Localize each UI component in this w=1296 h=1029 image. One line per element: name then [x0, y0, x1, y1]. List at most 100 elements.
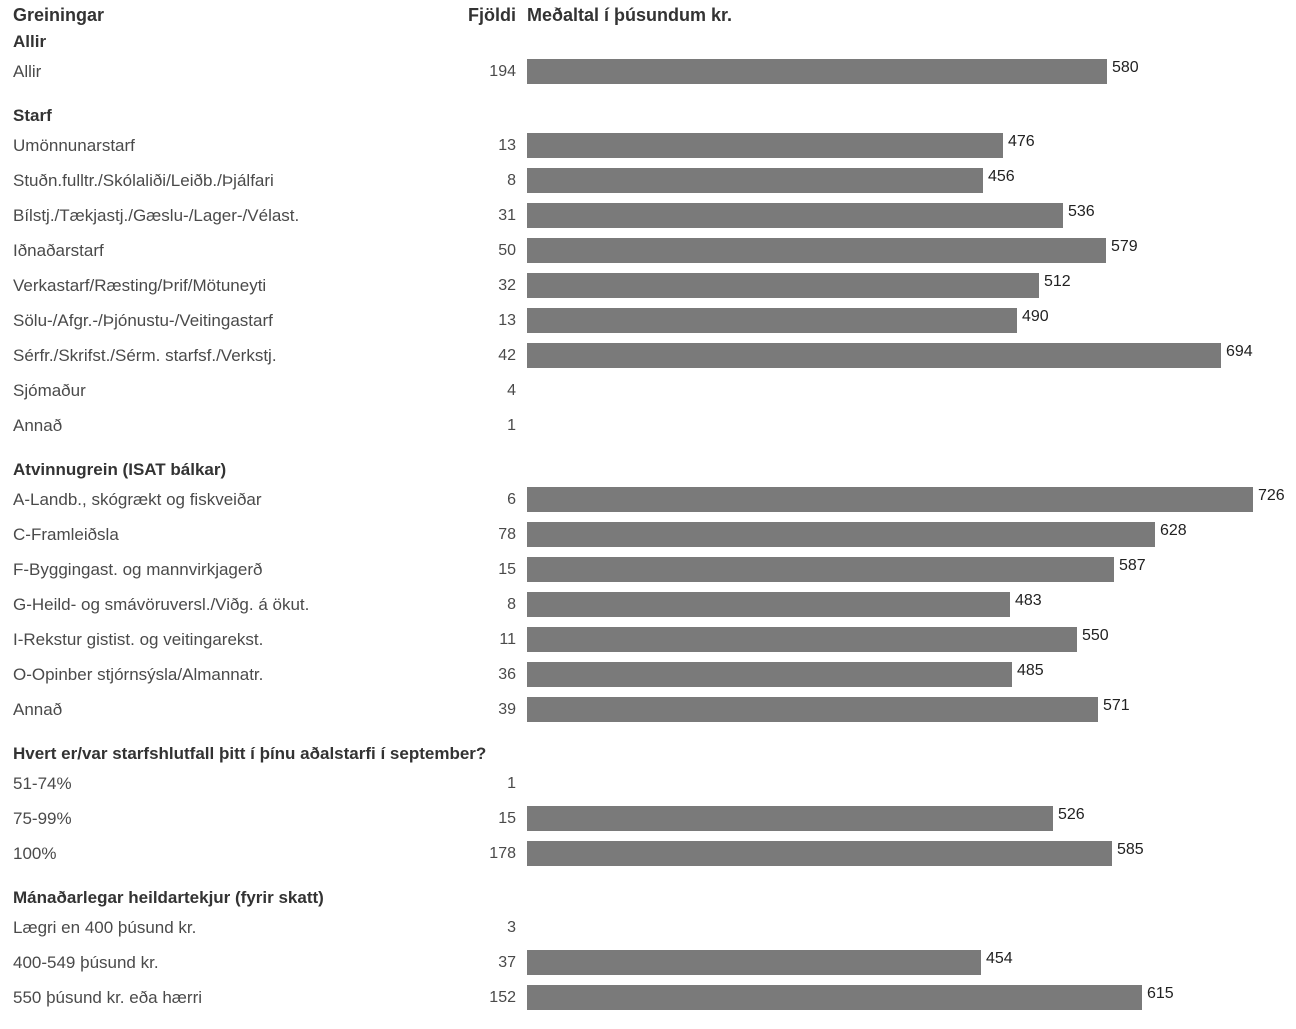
bar	[527, 662, 1012, 687]
chart-row: A-Landb., skógrækt og fiskveiðar 6 726	[0, 482, 1296, 517]
row-count: 36	[498, 666, 516, 683]
row-count: 50	[498, 242, 516, 259]
row-count: 194	[489, 63, 516, 80]
row-label: Verkastarf/Ræsting/Þrif/Mötuneyti	[13, 276, 267, 295]
bar	[527, 697, 1098, 722]
chart-row: 100% 178 585	[0, 836, 1296, 871]
row-label: Stuðn.fulltr./Skólaliði/Leiðb./Þjálfari	[13, 171, 274, 190]
chart-row: Umönnunarstarf 13 476	[0, 128, 1296, 163]
chart-row: Annað 1	[0, 408, 1296, 443]
chart-row: C-Framleiðsla 78 628	[0, 517, 1296, 552]
row-count: 8	[507, 596, 516, 613]
bar	[527, 133, 1003, 158]
row-label: A-Landb., skógrækt og fiskveiðar	[13, 490, 262, 509]
chart-row: I-Rekstur gistist. og veitingarekst. 11 55…	[0, 622, 1296, 657]
chart-row: Sjómaður 4	[0, 373, 1296, 408]
chart-row: Sölu-/Afgr.-/Þjónustu-/Veitingastarf 13 49…	[0, 303, 1296, 338]
data-label: 454	[986, 950, 1013, 967]
bar	[527, 308, 1017, 333]
bar	[527, 841, 1112, 866]
row-count: 32	[498, 277, 516, 294]
row-label: 400-549 þúsund kr.	[13, 953, 159, 972]
data-label: 536	[1068, 203, 1095, 220]
bar	[527, 985, 1142, 1010]
data-label: 571	[1103, 697, 1130, 714]
row-label: 100%	[13, 844, 57, 863]
bar	[527, 343, 1221, 368]
row-label: Umönnunarstarf	[13, 136, 135, 155]
bar	[527, 168, 983, 193]
row-count: 31	[498, 207, 516, 224]
bar	[527, 557, 1114, 582]
row-label: 51-74%	[13, 774, 72, 793]
chart-row: 400-549 þúsund kr. 37 454	[0, 945, 1296, 980]
data-label: 580	[1112, 59, 1139, 76]
data-label: 526	[1058, 806, 1085, 823]
bar	[527, 806, 1053, 831]
data-label: 490	[1022, 308, 1049, 325]
chart-row: Iðnaðarstarf 50 579	[0, 233, 1296, 268]
bar	[527, 238, 1106, 263]
section-title: Hvert er/var starfshlutfall þitt í þínu …	[13, 744, 487, 763]
column-header-fjoldi: Fjöldi	[468, 5, 516, 25]
row-count: 3	[507, 919, 516, 936]
bar	[527, 950, 981, 975]
row-label: Annað	[13, 416, 63, 435]
section-title: Atvinnugrein (ISAT bálkar)	[13, 460, 227, 479]
row-label: Sjómaður	[13, 381, 86, 400]
row-count: 152	[489, 989, 516, 1006]
bar	[527, 203, 1063, 228]
section-title: Starf	[13, 106, 52, 125]
row-label: Sölu-/Afgr.-/Þjónustu-/Veitingastarf	[13, 311, 273, 330]
chart-row: 75-99% 15 526	[0, 801, 1296, 836]
column-header-greiningar: Greiningar	[13, 5, 105, 25]
data-label: 456	[988, 168, 1015, 185]
column-header-medaltal: Meðaltal í þúsundum kr.	[527, 5, 733, 25]
row-count: 6	[507, 491, 516, 508]
row-count: 178	[489, 845, 516, 862]
chart-row: Stuðn.fulltr./Skólaliði/Leiðb./Þjálfari 8…	[0, 163, 1296, 198]
row-label: Lægri en 400 þúsund kr.	[13, 918, 197, 937]
row-count: 15	[498, 810, 516, 827]
row-label: 550 þúsund kr. eða hærri	[13, 988, 203, 1007]
chart-row: Bílstj./Tækjastj./Gæslu-/Lager-/Vélast. 3…	[0, 198, 1296, 233]
row-label: I-Rekstur gistist. og veitingarekst.	[13, 630, 264, 649]
row-label: F-Byggingast. og mannvirkjagerð	[13, 560, 263, 579]
bar	[527, 522, 1155, 547]
chart-row: Sérfr./Skrifst./Sérm. starfsf./Verkstj. 4…	[0, 338, 1296, 373]
row-count: 13	[498, 137, 516, 154]
bar	[527, 487, 1253, 512]
row-count: 11	[499, 631, 516, 648]
section-title: Mánaðarlegar heildartekjur (fyrir skatt)	[13, 888, 324, 907]
row-label: C-Framleiðsla	[13, 525, 119, 544]
row-label: Annað	[13, 700, 63, 719]
chart-row: Lægri en 400 þúsund kr. 3	[0, 910, 1296, 945]
row-count: 4	[507, 382, 516, 399]
bar	[527, 627, 1077, 652]
row-count: 8	[507, 172, 516, 189]
data-label: 726	[1258, 487, 1285, 504]
bar	[527, 592, 1010, 617]
data-label: 476	[1008, 133, 1035, 150]
data-label: 483	[1015, 592, 1042, 609]
data-label: 550	[1082, 627, 1109, 644]
chart-row: 550 þúsund kr. eða hærri 152 615	[0, 980, 1296, 1015]
chart-row: Allir 194 580	[0, 54, 1296, 89]
row-label: G-Heild- og smávöruversl./Viðg. á ökut.	[13, 595, 310, 614]
chart-row: Annað 39 571	[0, 692, 1296, 727]
row-count: 15	[498, 561, 516, 578]
chart-row: O-Opinber stjórnsýsla/Almannatr. 36 485	[0, 657, 1296, 692]
row-count: 13	[498, 312, 516, 329]
row-count: 42	[498, 347, 516, 364]
row-label: Iðnaðarstarf	[13, 241, 104, 260]
row-label: Allir	[13, 62, 42, 81]
chart-row: 51-74% 1	[0, 766, 1296, 801]
bar	[527, 273, 1039, 298]
data-label: 512	[1044, 273, 1071, 290]
chart-row: Verkastarf/Ræsting/Þrif/Mötuneyti 32 512	[0, 268, 1296, 303]
data-label: 587	[1119, 557, 1146, 574]
row-label: 75-99%	[13, 809, 72, 828]
data-label: 694	[1226, 343, 1253, 360]
data-label: 615	[1147, 985, 1174, 1002]
